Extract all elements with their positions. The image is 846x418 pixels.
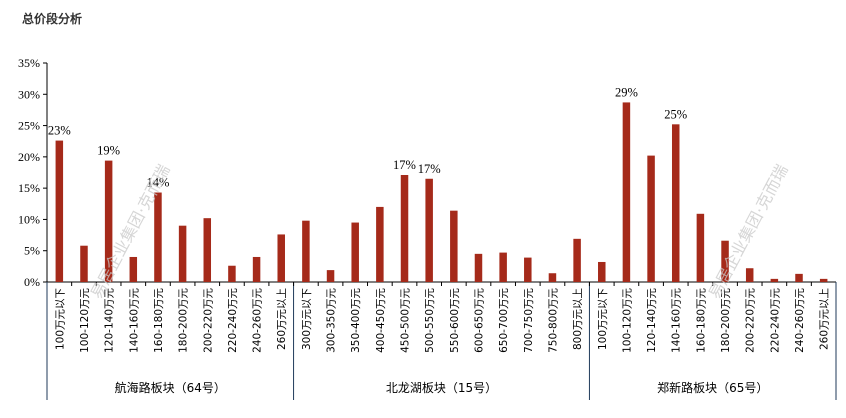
- bar: [450, 210, 458, 282]
- data-label: 29%: [615, 85, 638, 99]
- bar: [795, 273, 803, 282]
- x-tick-label: 160-180万元: [695, 288, 707, 353]
- data-label: 19%: [97, 144, 120, 158]
- x-tick-label: 260万元以上: [276, 288, 288, 350]
- x-tick-label: 260万元以上: [819, 288, 831, 350]
- bar: [376, 206, 384, 282]
- x-tick-label: 600-650万元: [473, 288, 485, 353]
- x-tick-label: 200-220万元: [202, 288, 214, 353]
- x-tick-label: 500-550万元: [424, 288, 436, 353]
- chart-title: 总价段分析: [22, 12, 83, 26]
- data-label: 25%: [664, 107, 687, 121]
- bar: [573, 238, 581, 282]
- bar: [203, 218, 212, 282]
- y-tick-label: 15%: [18, 181, 40, 195]
- x-tick-label: 140-160万元: [671, 288, 683, 353]
- x-tick-label: 650-700万元: [498, 288, 510, 353]
- x-tick-label: 140-160万元: [128, 288, 140, 353]
- bar: [154, 192, 162, 282]
- bar: [598, 261, 606, 282]
- x-tick-label: 300万元以下: [301, 288, 313, 350]
- bar: [400, 175, 409, 282]
- bar: [721, 240, 729, 282]
- bar: [129, 256, 138, 282]
- x-tick-label: 450-500万元: [400, 288, 412, 353]
- x-tick-label: 120-140万元: [646, 288, 658, 353]
- bar: [696, 213, 705, 282]
- data-label: 17%: [418, 162, 441, 176]
- bar: [770, 278, 779, 282]
- bar: [80, 245, 88, 282]
- bar: [55, 140, 64, 282]
- y-tick-label: 20%: [18, 150, 40, 164]
- x-tick-label: 200-220万元: [745, 288, 757, 353]
- x-tick-label: 220-240万元: [769, 288, 781, 353]
- bar: [819, 278, 828, 282]
- bar: [548, 273, 557, 282]
- y-tick-label: 35%: [18, 56, 40, 70]
- bar: [277, 234, 285, 282]
- data-label: 23%: [48, 124, 71, 138]
- x-tick-label: 180-200万元: [720, 288, 732, 353]
- bar: [252, 256, 261, 282]
- x-tick-label: 100-120万元: [79, 288, 91, 353]
- x-tick-label: 300-350万元: [326, 288, 338, 353]
- x-tick-label: 100万元以下: [54, 288, 66, 350]
- x-tick-label: 350-400万元: [350, 288, 362, 353]
- x-tick-label: 800万元以上: [572, 288, 584, 350]
- bar: [647, 155, 655, 282]
- group-label: 航海路板块（64号）: [115, 380, 226, 395]
- x-tick-label: 100万元以下: [597, 288, 609, 350]
- x-tick-label: 400-450万元: [375, 288, 387, 353]
- bar: [326, 270, 335, 282]
- x-tick-label: 750-800万元: [547, 288, 559, 353]
- bar: [104, 160, 113, 282]
- x-tick-label: 160-180万元: [153, 288, 165, 353]
- x-tick-label: 550-600万元: [449, 288, 461, 353]
- y-tick-label: 25%: [18, 119, 40, 133]
- bar: [622, 102, 631, 282]
- x-tick-label: 240-260万元: [794, 288, 806, 353]
- x-tick-label: 240-260万元: [252, 288, 264, 353]
- bar: [178, 225, 187, 282]
- bar: [499, 252, 507, 282]
- bar: [474, 253, 483, 282]
- bar: [524, 257, 532, 282]
- y-tick-label: 30%: [18, 87, 40, 101]
- x-tick-label: 700-750万元: [523, 288, 535, 353]
- bar: [351, 222, 359, 282]
- bar: [671, 124, 680, 282]
- data-label: 17%: [393, 158, 416, 172]
- group-label: 北龙湖板块（15号）: [386, 380, 497, 395]
- bar: [425, 178, 433, 282]
- bar: [745, 268, 754, 282]
- y-tick-label: 0%: [24, 275, 40, 289]
- x-tick-label: 180-200万元: [178, 288, 190, 353]
- x-tick-label: 220-240万元: [227, 288, 239, 353]
- bar: [228, 265, 236, 282]
- data-label: 14%: [146, 176, 169, 190]
- bar: [302, 220, 310, 282]
- x-tick-label: 100-120万元: [621, 288, 633, 353]
- x-tick-label: 120-140万元: [104, 288, 116, 353]
- y-tick-label: 10%: [18, 212, 40, 226]
- y-tick-label: 5%: [24, 244, 40, 258]
- group-label: 郑新路板块（65号）: [657, 380, 768, 395]
